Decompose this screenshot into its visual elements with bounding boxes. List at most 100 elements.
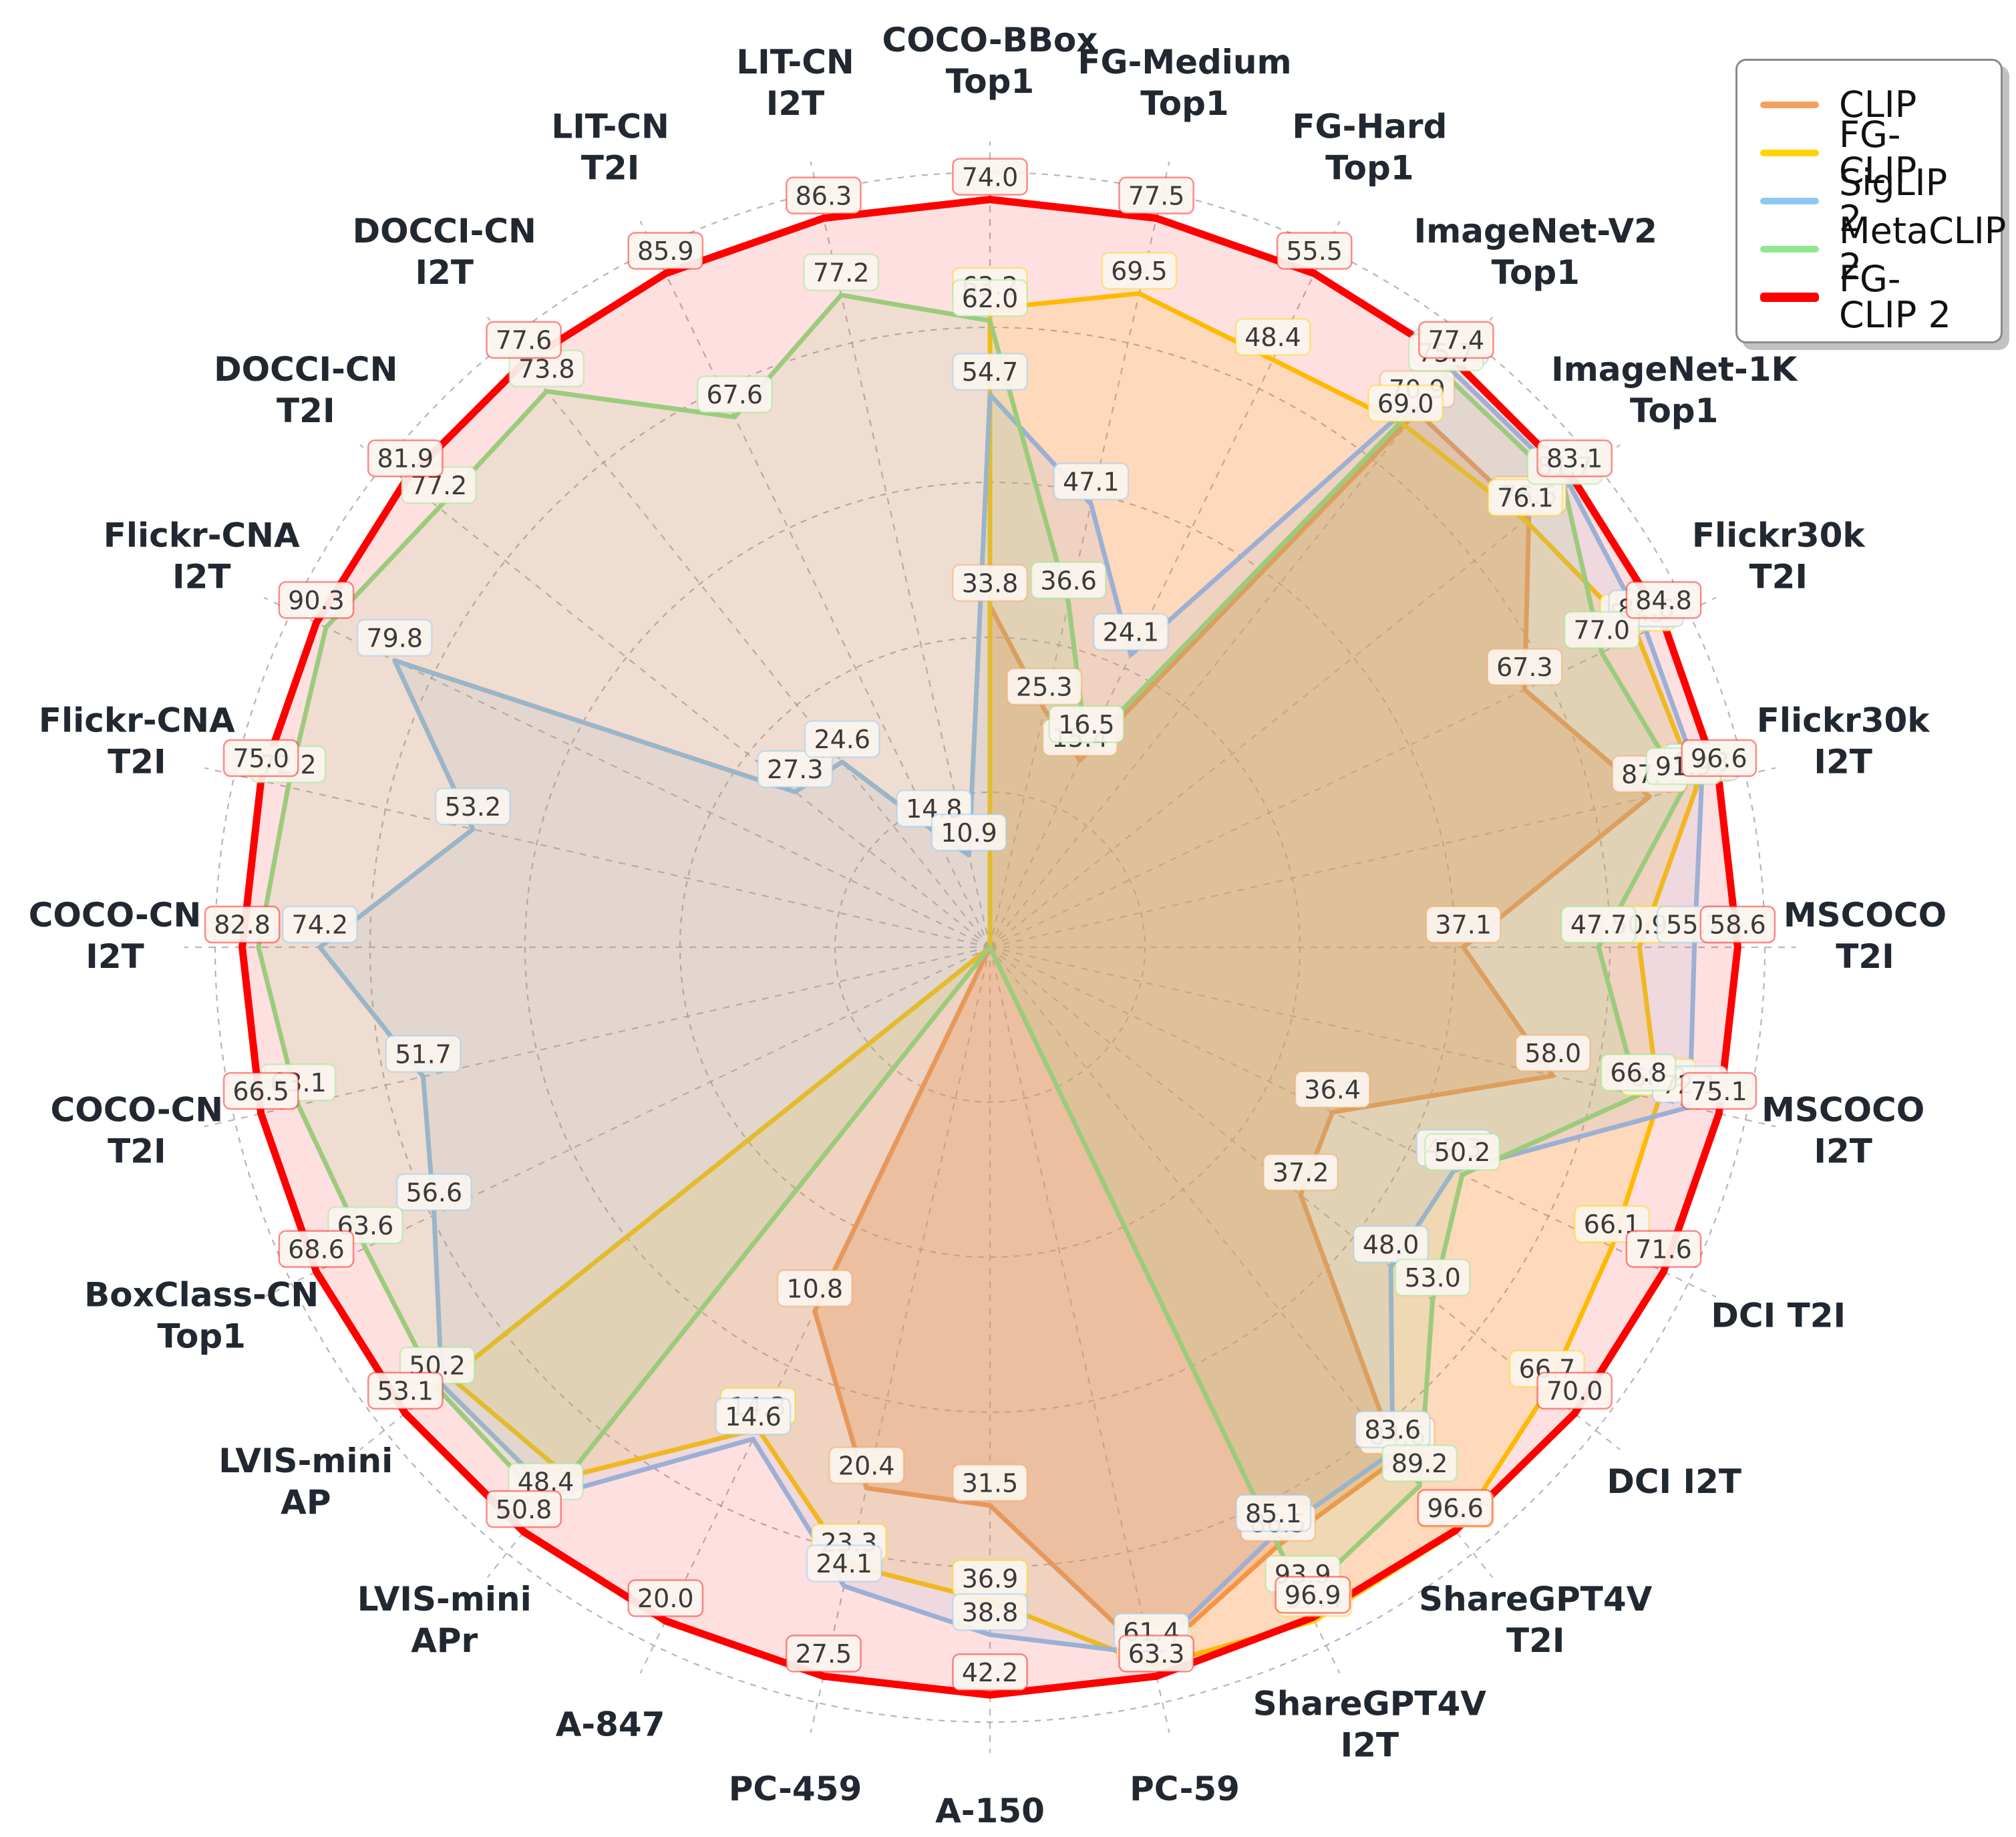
value-chip xyxy=(1560,905,1637,944)
legend-swatch-clip xyxy=(1760,102,1819,108)
value-chip xyxy=(803,253,880,291)
value-chip xyxy=(1101,252,1178,290)
value-chip xyxy=(627,1579,704,1617)
legend-label-clip: CLIP xyxy=(1839,84,1917,126)
value-label: 77.6 xyxy=(496,325,552,355)
grid-spoke xyxy=(204,946,991,1128)
value-label: 96.6 xyxy=(1427,1494,1484,1523)
legend: CLIP FG-CLIP SigLIP 2 MetaCLIP 2 FG-CLIP… xyxy=(1735,59,2006,343)
grid-spoke xyxy=(359,444,991,948)
value-label: 42.2 xyxy=(962,1658,1019,1687)
value-label: 62.0 xyxy=(962,284,1019,313)
value-label: 25.3 xyxy=(1016,672,1073,701)
value-chip xyxy=(786,176,862,214)
legend-item-metaclip-2: MetaCLIP 2 xyxy=(1760,213,2006,285)
axis-label: BoxClass-CN Top1 xyxy=(84,1275,319,1355)
value-chip xyxy=(1093,613,1169,651)
value-label: 37.2 xyxy=(1273,1158,1329,1188)
axis-label: LVIS-mini AP xyxy=(218,1442,393,1522)
series-line-siglip-2 xyxy=(317,367,1704,1657)
value-label: 76.1 xyxy=(1497,484,1554,513)
value-label: 68.6 xyxy=(288,1234,345,1264)
value-label: 53.0 xyxy=(1404,1263,1461,1293)
value-chip xyxy=(1563,611,1640,649)
value-chip xyxy=(1006,667,1083,705)
value-chip xyxy=(828,1446,905,1484)
value-label: 24.1 xyxy=(1103,618,1160,647)
value-chip xyxy=(1276,232,1353,270)
value-chip xyxy=(715,1397,792,1436)
value-label: 73.8 xyxy=(518,354,575,383)
value-label: 58.0 xyxy=(1525,1039,1582,1068)
axis-label: PC-59 xyxy=(1130,1770,1240,1808)
value-label: 96.9 xyxy=(1285,1580,1341,1610)
value-label: 81.9 xyxy=(377,444,434,474)
value-label: 77.2 xyxy=(813,258,870,287)
value-chip xyxy=(804,720,880,758)
value-label: 36.4 xyxy=(1304,1075,1361,1105)
series-fill-metaclip-2 xyxy=(258,295,1684,1597)
value-chip xyxy=(1486,648,1563,686)
value-chip xyxy=(776,1269,853,1307)
value-label: 67.3 xyxy=(1496,653,1553,682)
legend-swatch-siglip-2 xyxy=(1760,198,1819,204)
grid-spoke xyxy=(989,946,1776,1128)
legend-item-clip: CLIP xyxy=(1760,81,1978,129)
value-chip xyxy=(786,1635,862,1673)
value-chip xyxy=(356,619,433,657)
value-label: 54.7 xyxy=(962,357,1019,387)
value-chip xyxy=(952,158,1028,196)
value-label: 24.1 xyxy=(816,1549,872,1578)
axis-label: DCI I2T xyxy=(1607,1462,1741,1501)
value-label: 86.3 xyxy=(796,181,852,210)
value-label: 51.7 xyxy=(395,1039,452,1069)
value-label: 33.8 xyxy=(962,568,1019,598)
value-chip xyxy=(1235,1494,1312,1532)
value-label: 84.8 xyxy=(1635,586,1692,615)
value-chip xyxy=(1353,1225,1429,1263)
axis-label: A-150 xyxy=(935,1792,1045,1830)
value-label: 48.0 xyxy=(1363,1230,1419,1259)
value-label: 58.6 xyxy=(1709,910,1766,940)
value-chip xyxy=(367,1371,444,1410)
value-chip xyxy=(1681,1071,1757,1110)
axis-label: MSCOCO T2I xyxy=(1784,896,1947,976)
value-label: 55.5 xyxy=(1286,236,1343,266)
value-label: 20.0 xyxy=(637,1584,694,1613)
value-label: 38.8 xyxy=(962,1598,1019,1627)
value-chip xyxy=(952,564,1028,602)
axis-label: ShareGPT4V T2I xyxy=(1419,1580,1652,1660)
axis-label: MSCOCO I2T xyxy=(1761,1091,1924,1171)
legend-swatch-metaclip-2 xyxy=(1760,246,1819,253)
value-label: 47.1 xyxy=(1063,467,1120,496)
series-line-metaclip-2 xyxy=(256,293,1686,1599)
value-chip xyxy=(952,1593,1028,1631)
axis-label: LIT-CN I2T xyxy=(736,43,854,123)
value-chip xyxy=(282,905,358,944)
value-chip xyxy=(1381,1444,1458,1482)
value-label: 90.3 xyxy=(288,586,345,615)
axis-label: Flickr-CNA T2I xyxy=(39,701,235,781)
axis-label: LIT-CN T2I xyxy=(551,108,669,188)
value-chip xyxy=(396,1173,472,1211)
value-chip xyxy=(1118,176,1194,214)
axis-label: Flickr30k T2I xyxy=(1692,516,1866,597)
value-label: 77.0 xyxy=(1573,616,1630,645)
value-chip xyxy=(222,739,299,778)
value-chip xyxy=(1418,321,1494,359)
value-chip xyxy=(806,1544,882,1582)
value-label: 53.2 xyxy=(445,792,502,822)
value-chip xyxy=(1275,1576,1351,1614)
legend-label-fg-clip-2: FG-CLIP 2 xyxy=(1839,258,1951,336)
value-chip xyxy=(1263,1153,1339,1192)
value-chip xyxy=(1394,1259,1471,1297)
grid-spoke xyxy=(204,767,991,949)
value-chip xyxy=(385,1035,462,1073)
series-line-fg-clip-2 xyxy=(238,196,1741,1699)
value-label: 27.3 xyxy=(767,755,824,784)
value-label: 50.8 xyxy=(496,1495,552,1524)
value-label: 36.9 xyxy=(962,1564,1019,1593)
value-label: 53.1 xyxy=(377,1377,434,1406)
value-chip xyxy=(1234,318,1311,356)
